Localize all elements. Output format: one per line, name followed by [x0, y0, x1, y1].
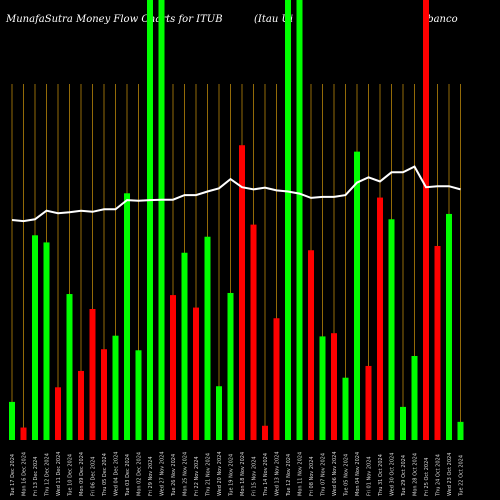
bar-green — [216, 386, 222, 440]
bar-green — [296, 0, 303, 440]
x-tick-label: Tue 22 Oct 2024 — [459, 455, 465, 497]
bar-red — [331, 333, 337, 440]
chart-title-left: MunafaSutra Money Flow Charts for ITUB — [5, 14, 223, 25]
x-tick-label: Thu 05 Dec 2024 — [102, 453, 108, 497]
bar-red — [308, 250, 314, 440]
x-tick-label: Tue 17 Dec 2024 — [10, 454, 16, 497]
money-flow-line — [11, 165, 461, 223]
x-tick-label: Thu 24 Oct 2024 — [436, 454, 442, 497]
chart-title-right: ibanco — [424, 14, 458, 25]
x-tick-label: Mon 02 Dec 2024 — [137, 452, 143, 496]
bar-green — [227, 292, 234, 440]
bar-green — [388, 219, 395, 440]
x-tick-label: Wed 23 Oct 2024 — [447, 453, 453, 496]
x-tick-label: Tue 26 Nov 2024 — [171, 454, 177, 497]
x-tick-label: Thu 31 Oct 2024 — [378, 454, 384, 497]
x-tick-label: Wed 27 Nov 2024 — [160, 451, 166, 496]
x-tick-label: Wed 04 Dec 2024 — [114, 452, 120, 496]
x-tick-label: Fri 06 Dec 2024 — [91, 457, 97, 497]
x-tick-label: Tue 29 Oct 2024 — [401, 455, 407, 497]
x-tick-label: Wed 06 Nov 2024 — [332, 451, 338, 496]
x-tick-labels: Tue 17 Dec 2024 Mon 16 Dec 2024 Fri 13 Dec… — [10, 451, 465, 497]
bar-green — [319, 336, 326, 440]
x-tick-label: Tue 19 Nov 2024 — [229, 454, 235, 497]
x-tick-label: Mon 11 Nov 2024 — [298, 452, 304, 496]
x-tick-label: Wed 13 Nov 2024 — [275, 451, 281, 496]
bar-green — [446, 213, 452, 440]
bar-red — [89, 308, 96, 440]
bar-red — [170, 295, 176, 440]
x-tick-label: Mon 09 Dec 2024 — [79, 452, 85, 496]
x-tick-label: Wed 30 Oct 2024 — [390, 453, 396, 496]
bar-red — [423, 0, 429, 440]
bar-red — [193, 307, 199, 440]
x-tick-label: Fri 25 Oct 2024 — [424, 458, 430, 496]
bar-red — [101, 349, 107, 440]
bar-red — [55, 387, 61, 440]
bar-red — [434, 245, 441, 440]
money-flow-line-path — [11, 165, 461, 223]
x-tick-label: Fri 13 Dec 2024 — [33, 457, 39, 497]
bar-red — [20, 427, 27, 440]
bar-green — [285, 0, 291, 440]
bar-green — [181, 252, 188, 440]
bar-green — [66, 294, 73, 440]
x-tick-label: Fri 15 Nov 2024 — [252, 456, 258, 496]
x-tick-label: Tue 12 Nov 2024 — [286, 454, 292, 497]
x-tick-label: Mon 04 Nov 2024 — [355, 452, 361, 496]
chart-title-middle: (Itau Ui — [254, 14, 293, 25]
x-tick-label: Mon 18 Nov 2024 — [240, 452, 246, 496]
x-tick-label: Mon 16 Dec 2024 — [22, 452, 28, 496]
bar-green — [43, 242, 50, 440]
bar-green — [32, 235, 38, 440]
bar-series — [9, 0, 464, 440]
x-tick-label: Tue 10 Dec 2024 — [68, 454, 74, 497]
bar-red — [365, 365, 372, 440]
x-tick-label: Fri 29 Nov 2024 — [148, 456, 154, 496]
x-tick-label: Thu 14 Nov 2024 — [263, 453, 269, 497]
bar-red — [262, 425, 268, 440]
x-tick-label: Tue 05 Nov 2024 — [344, 454, 350, 497]
bar-green — [204, 236, 211, 440]
x-tick-label: Fri 01 Nov 2024 — [367, 456, 373, 496]
bar-green — [112, 335, 119, 440]
bar-green — [9, 401, 15, 440]
x-tick-label: Wed 11 Dec 2024 — [56, 452, 62, 496]
x-tick-label: Fri 08 Nov 2024 — [309, 456, 315, 496]
x-tick-label: Fri 22 Nov 2024 — [194, 456, 200, 496]
bar-green — [411, 355, 418, 440]
bar-green — [124, 193, 130, 440]
bar-green — [158, 0, 165, 440]
bar-green — [457, 421, 464, 440]
bar-green — [147, 0, 153, 440]
bar-red — [250, 224, 257, 440]
bar-green — [400, 406, 406, 440]
x-tick-label: Thu 21 Nov 2024 — [206, 453, 212, 497]
bar-red — [239, 145, 245, 440]
x-tick-label: Wed 20 Nov 2024 — [217, 451, 223, 496]
bar-green — [354, 151, 360, 440]
bar-red — [377, 197, 383, 440]
bar-green — [135, 350, 142, 440]
bar-red — [273, 318, 280, 440]
x-tick-label: Thu 07 Nov 2024 — [321, 453, 327, 497]
x-tick-label: Mon 25 Nov 2024 — [183, 452, 189, 496]
x-tick-label: Tue 03 Dec 2024 — [125, 454, 131, 497]
x-tick-label: Thu 12 Dec 2024 — [45, 453, 51, 497]
bar-green — [342, 377, 349, 440]
bar-red — [78, 370, 84, 440]
x-tick-label: Mon 28 Oct 2024 — [413, 453, 419, 496]
